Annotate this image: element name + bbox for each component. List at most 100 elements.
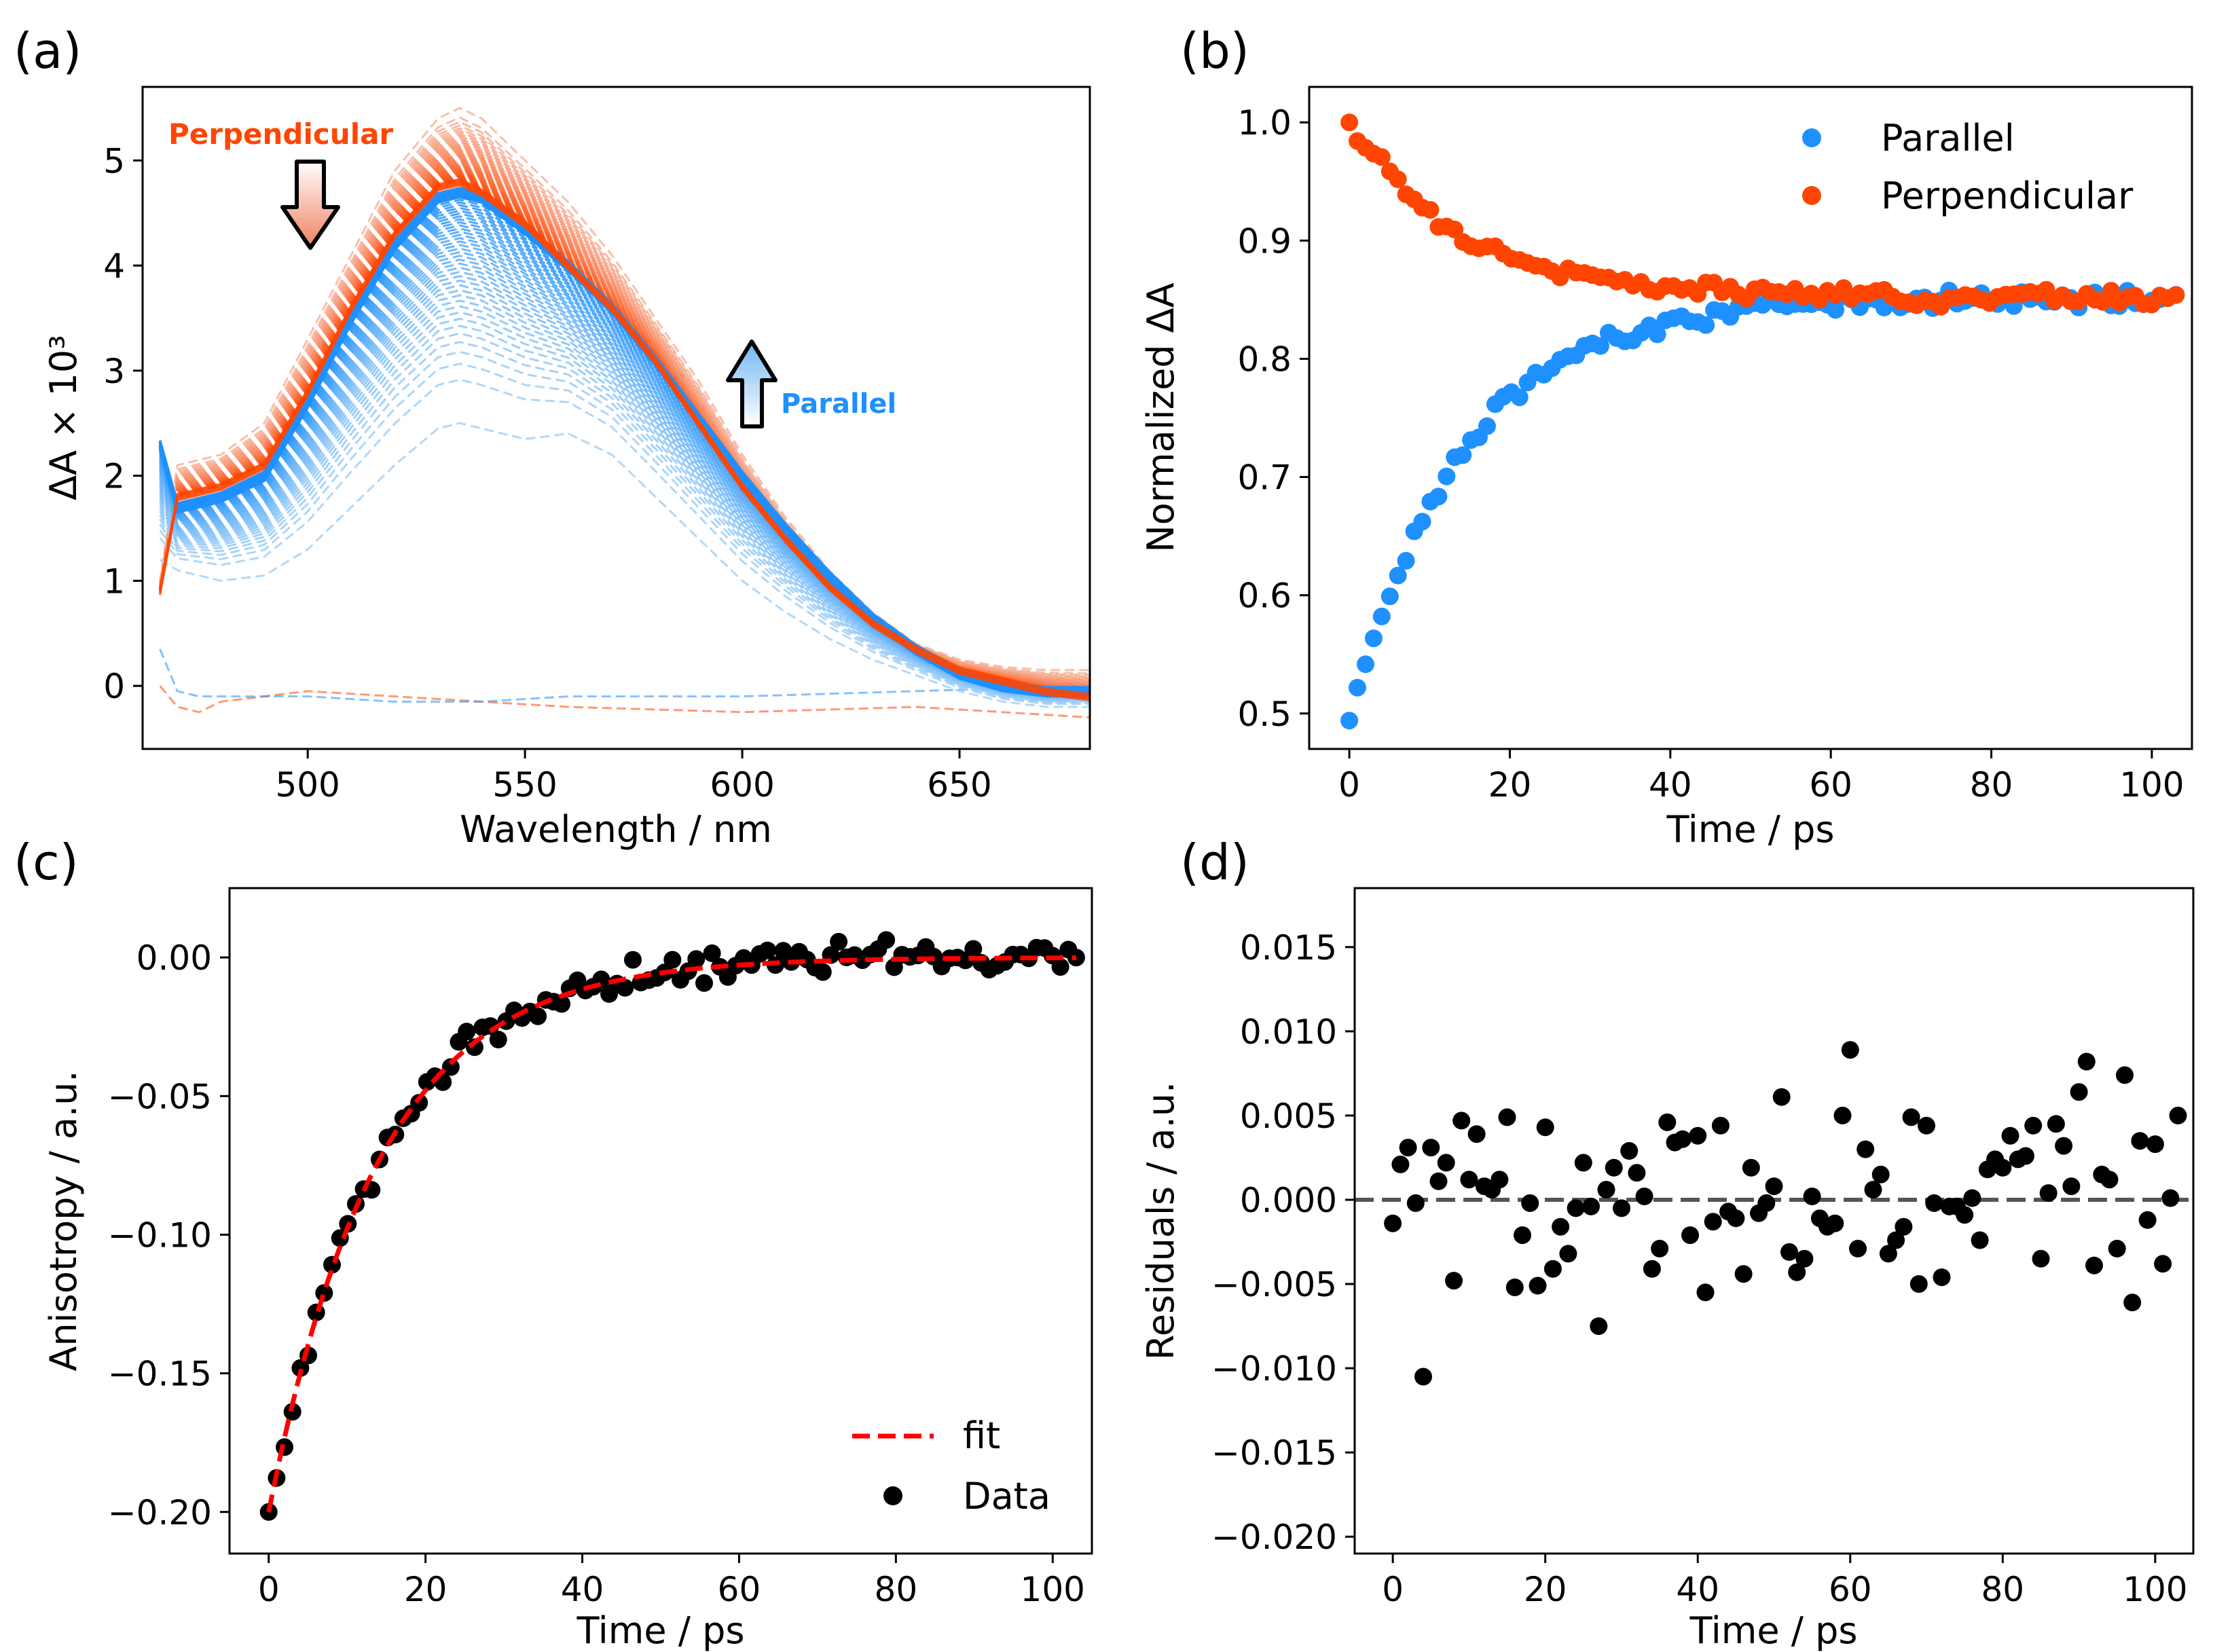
y-tick-label: −0.20 [108,1493,212,1532]
legend-c: fit Data [852,1414,1050,1518]
x-axis-label-c: Time / ps [576,1609,744,1652]
series-line-perpendicular-late [159,179,1091,697]
scatter-point-residual [1696,1283,1715,1302]
y-tick-label: 3 [103,352,125,391]
scatter-point-parallel [1510,388,1529,407]
scatter-point-parallel [1478,417,1496,435]
series-line-parallel [159,294,1090,699]
scatter-point-residual [2154,1255,2172,1273]
scatter-point-parallel [1648,325,1666,344]
scatter-point-residual [1963,1189,1981,1207]
scatter-point-residual [2070,1083,2088,1101]
series-line-parallel [159,318,1090,701]
scatter-point-residual [1673,1130,1691,1148]
x-tick-label: 20 [1488,765,1532,805]
x-tick-label: 20 [1524,1570,1567,1609]
scatter-point-residual [1925,1194,1943,1212]
scatter-point-residual [1582,1197,1600,1215]
series-line-baseline [159,685,1091,719]
scatter-point-residual [1849,1239,1867,1258]
legend-marker-parallel [1802,128,1821,147]
ticks-b: 0 20 40 60 80 100 0.5 0.6 0.7 0.8 0.9 1.0 [1237,103,2184,805]
y-tick-label: −0.020 [1211,1518,1337,1557]
y-tick-label: 2 [103,457,125,496]
series-line-parallel [159,258,1090,697]
x-tick-label: 600 [710,765,774,805]
scatter-point-residual [1543,1260,1562,1278]
scatter-point-parallel [1827,301,1845,319]
x-tick-label: 0 [258,1570,280,1609]
scatter-point-parallel [1389,566,1407,585]
y-tick-label: 0 [103,667,125,706]
series-line-perpendicular [159,158,1091,690]
series-line-parallel [159,341,1090,703]
scatter-point-residual [1467,1125,1486,1143]
x-tick-label: 100 [2119,765,2184,805]
scatter-point-residual [1414,1368,1432,1386]
scatter-point-residual [2161,1189,2180,1207]
scatter-point-residual [1651,1239,1669,1258]
scatter-point-residual [1590,1317,1608,1336]
y-tick-label: −0.10 [108,1215,212,1255]
scatter-point-residual [1757,1194,1776,1212]
scatter-point-residual [1795,1249,1814,1268]
x-tick-label: 0 [1338,765,1360,805]
scatter-point-residual [1460,1171,1478,1189]
legend-marker-perpendicular [1802,186,1821,205]
scatter-point-data [663,951,682,969]
x-tick-label: 80 [1970,765,2013,805]
x-tick-label: 0 [1382,1570,1404,1609]
scatter-point-residual [2116,1066,2134,1084]
y-tick-label: 0.010 [1240,1012,1337,1052]
series-line-perpendicular [159,179,1091,697]
scatter-point-residual [1742,1158,1760,1177]
scatter-point-residual [2024,1116,2043,1135]
x-tick-label: 40 [1649,765,1692,805]
scatter-point-residual [1406,1194,1425,1212]
scatter-point-residual [1933,1268,1951,1287]
y-tick-label: 0.6 [1237,576,1292,616]
series-line-perpendicular [159,107,1090,672]
scatter-point-residual [1391,1155,1410,1173]
y-tick-label: 1 [103,562,125,601]
scatter-point-data [283,1403,301,1421]
series-line-perpendicular [159,177,1091,697]
scatter-point-residual [1567,1199,1585,1217]
scatter-point-data [813,963,832,981]
scatter-point-residual [1689,1126,1707,1145]
scatter-point-data [458,1023,476,1041]
panel-b-normalized: 0 20 40 60 80 100 0.5 0.6 0.7 0.8 0.9 1.0 Time / ps… [1139,86,2193,851]
scatter-point-residual [1871,1165,1890,1183]
series-line-parallel [159,299,1090,700]
ticks-d: 0 20 40 60 80 100 −0.020 −0.015 −0.010 −0.005 0.00… [1211,928,2188,1609]
scatter-point-residual [1628,1164,1646,1182]
x-tick-label: 500 [275,765,340,805]
x-axis-label-b: Time / ps [1666,808,1834,851]
annotation-perpendicular: Perpendicular [168,117,393,151]
axes-frame-a [141,86,1091,750]
x-tick-label: 100 [1021,1570,1085,1609]
scatter-point-residual [1597,1181,1615,1199]
y-axis-label-a: ΔA × 10³ [42,335,85,500]
scatter-point-residual [1780,1243,1798,1261]
ticks-a: 500 550 600 650 0 1 2 3 4 5 [103,141,992,805]
scatter-point-data [964,940,983,958]
legend-label-perpendicular: Perpendicular [1881,175,2134,217]
legend-label-data: Data [963,1475,1050,1518]
y-tick-label: 0.5 [1237,695,1292,734]
series-line-perpendicular [159,116,1091,675]
scatter-point-residual [1498,1108,1516,1126]
scatter-point-data [1051,958,1069,976]
scatter-point-parallel [1380,587,1399,606]
scatter-point-data [410,1094,428,1112]
scatter-point-perpendicular [1389,170,1407,188]
scatter-point-residual [1727,1209,1745,1228]
scatter-point-parallel [1454,446,1472,464]
x-tick-label: 650 [927,765,991,805]
scatter-point-parallel [1429,488,1448,506]
scatter-point-parallel [1340,712,1359,730]
x-tick-label: 40 [561,1570,604,1609]
legend-label-parallel: Parallel [1881,117,2015,160]
y-tick-label: 0.005 [1240,1097,1337,1136]
